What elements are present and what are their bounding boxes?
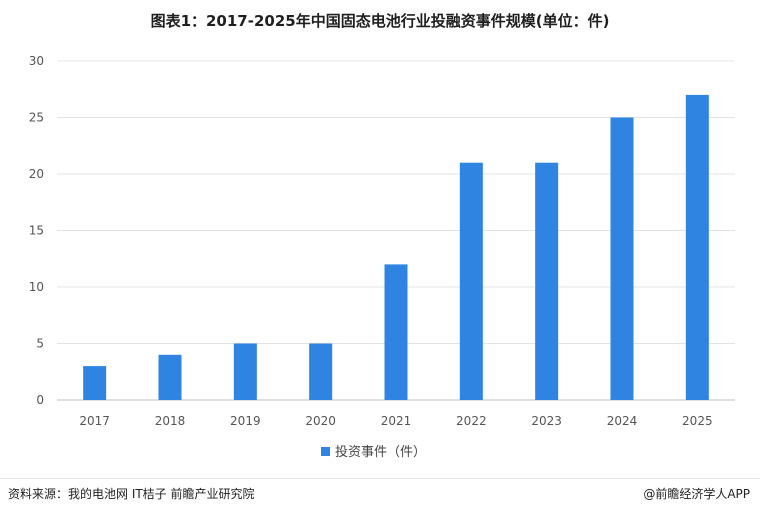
x-tick-label: 2018	[155, 414, 186, 428]
bar	[309, 343, 333, 400]
y-tick-label: 10	[29, 280, 44, 294]
bar	[233, 343, 257, 400]
x-tick-label: 2022	[456, 414, 487, 428]
x-tick-label: 2024	[607, 414, 638, 428]
y-axis: 0 5 10 15 20 25 30	[29, 54, 44, 407]
y-tick-label: 25	[29, 111, 44, 125]
bar	[610, 117, 634, 400]
bar	[459, 162, 483, 400]
bar	[384, 264, 408, 400]
x-axis: 2017 2018 2019 2020 2021 2022 2023 2024 2025	[79, 414, 712, 428]
chart-title: 图表1：2017-2025年中国固态电池行业投融资事件规模(单位：件)	[150, 12, 610, 30]
x-tick-label: 2021	[381, 414, 412, 428]
legend: 投资事件（件）	[321, 444, 426, 460]
bars	[83, 94, 709, 401]
source-note: 资料来源：我的电池网 IT桔子 前瞻产业研究院	[8, 487, 255, 501]
legend-label: 投资事件（件）	[335, 444, 426, 460]
y-tick-label: 5	[36, 337, 44, 351]
y-tick-label: 15	[29, 224, 44, 238]
legend-swatch	[321, 447, 330, 456]
x-tick-label: 2020	[305, 414, 336, 428]
bar	[535, 162, 559, 400]
bar	[83, 366, 107, 400]
y-tick-label: 0	[36, 393, 44, 407]
footer: 资料来源：我的电池网 IT桔子 前瞻产业研究院 @前瞻经济学人APP	[0, 478, 760, 511]
x-tick-label: 2023	[531, 414, 562, 428]
bar	[158, 354, 182, 400]
y-tick-label: 30	[29, 54, 44, 68]
credit-note: @前瞻经济学人APP	[643, 487, 750, 501]
x-tick-label: 2019	[230, 414, 261, 428]
y-tick-label: 20	[29, 167, 44, 181]
x-tick-label: 2017	[79, 414, 110, 428]
bar	[685, 94, 709, 401]
x-tick-label: 2025	[682, 414, 713, 428]
